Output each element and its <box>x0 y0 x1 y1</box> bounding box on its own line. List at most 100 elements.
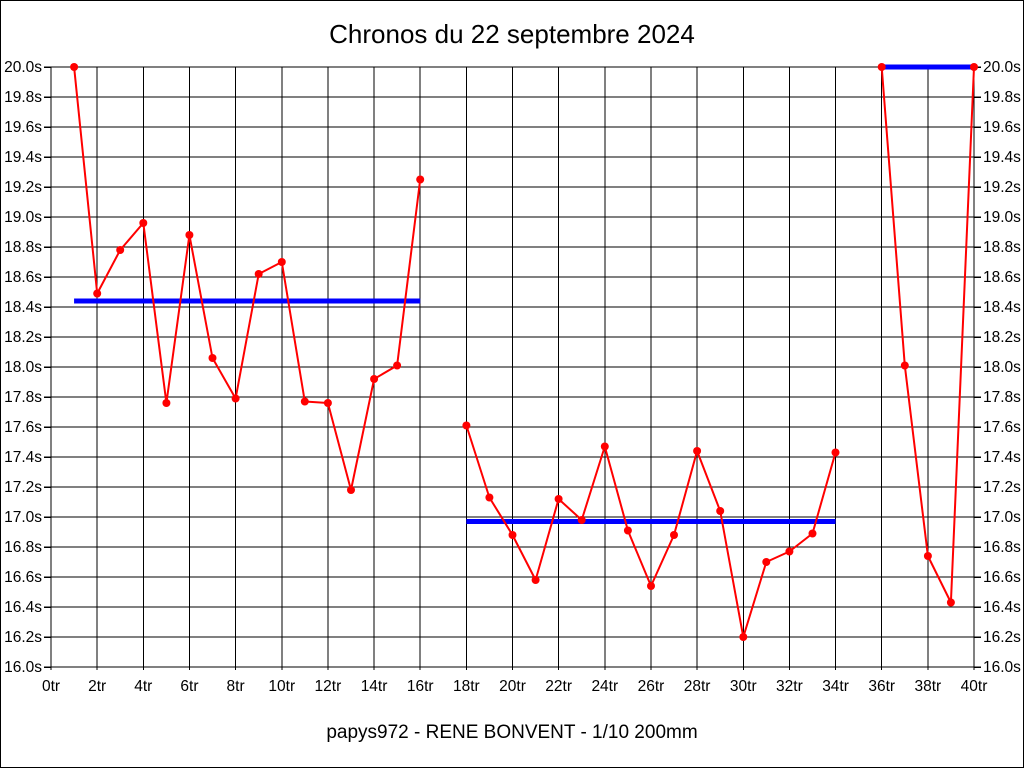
data-point-marker <box>970 63 978 71</box>
y-tick-label-left: 19.6s <box>4 119 42 136</box>
x-tick-label: 6tr <box>180 678 198 695</box>
y-tick-label-right: 17.8s <box>983 389 1021 406</box>
y-tick-label-right: 18.0s <box>983 359 1021 376</box>
y-tick-label-left: 17.6s <box>4 419 42 436</box>
data-point-marker <box>393 361 402 370</box>
x-tick-label: 16tr <box>407 678 434 695</box>
x-tick-label: 22tr <box>545 678 572 695</box>
y-tick-label-right: 19.6s <box>983 119 1021 136</box>
plot-border <box>50 66 975 668</box>
x-tick-label: 26tr <box>638 678 665 695</box>
x-tick-label: 32tr <box>776 678 803 695</box>
x-tick-label: 4tr <box>134 678 152 695</box>
data-point-marker <box>647 582 655 590</box>
x-tick-label: 36tr <box>868 678 895 695</box>
stint-1-lap-times <box>73 66 422 491</box>
data-point-marker <box>70 63 79 71</box>
y-tick-label-right: 18.2s <box>983 329 1021 346</box>
data-point-marker <box>300 397 309 406</box>
x-tick-label: 38tr <box>914 678 941 695</box>
y-tick-label-left: 17.2s <box>4 479 42 496</box>
x-tick-label: 24tr <box>591 678 618 695</box>
y-tick-label-right: 18.8s <box>983 239 1021 256</box>
data-point-marker <box>693 447 702 455</box>
y-tick-label-right: 17.4s <box>983 449 1021 466</box>
page-title: Chronos du 22 septembre 2024 <box>329 19 695 49</box>
x-tick-label: 2tr <box>88 678 106 695</box>
data-point-marker <box>139 219 148 227</box>
x-tick-label: 14tr <box>361 678 388 695</box>
data-point-marker <box>900 361 909 370</box>
data-point-marker <box>531 576 540 584</box>
y-tick-label-left: 16.4s <box>4 599 42 616</box>
y-tick-label-right: 16.8s <box>983 539 1021 556</box>
data-point-marker <box>231 394 240 403</box>
y-tick-label-left: 19.2s <box>4 179 42 196</box>
x-tick-label: 8tr <box>227 678 245 695</box>
y-tick-label-left: 16.6s <box>4 569 42 586</box>
y-tick-label-left: 18.2s <box>4 329 42 346</box>
data-point-marker <box>623 526 632 535</box>
y-tick-label-left: 18.0s <box>4 359 42 376</box>
data-point-marker <box>185 231 194 239</box>
y-tick-label-left: 18.4s <box>4 299 42 316</box>
y-tick-label-left: 16.2s <box>4 629 42 646</box>
y-tick-label-left: 18.6s <box>4 269 42 286</box>
data-point-marker <box>116 246 125 254</box>
x-tick-label: 10tr <box>268 678 295 695</box>
y-tick-label-right: 16.4s <box>983 599 1021 616</box>
y-tick-label-right: 16.0s <box>983 659 1021 676</box>
data-point-marker <box>785 547 794 556</box>
data-point-marker <box>716 507 725 515</box>
data-point-marker <box>208 354 217 362</box>
y-tick-label-left: 19.8s <box>4 89 42 106</box>
y-tick-label-right: 18.6s <box>983 269 1021 286</box>
x-tick-label: 18tr <box>453 678 480 695</box>
data-point-marker <box>416 175 425 184</box>
data-point-marker <box>508 531 517 539</box>
y-tick-label-left: 17.8s <box>4 389 42 406</box>
data-point-marker <box>831 448 840 457</box>
x-tick-label: 30tr <box>730 678 757 695</box>
y-tick-label-left: 19.0s <box>4 209 42 226</box>
chart-caption: papys972 - RENE BONVENT - 1/10 200mm <box>326 722 698 743</box>
data-point-marker <box>370 375 379 383</box>
y-tick-label-left: 20.0s <box>4 59 42 76</box>
data-point-marker <box>946 598 955 607</box>
data-point-marker <box>670 531 678 539</box>
y-tick-label-right: 20.0s <box>983 59 1021 76</box>
data-point-marker <box>485 493 494 502</box>
data-point-marker <box>577 516 586 524</box>
x-tick-label: 12tr <box>315 678 342 695</box>
y-tick-label-right: 17.0s <box>983 509 1021 526</box>
y-tick-label-right: 19.4s <box>983 149 1021 166</box>
y-tick-label-right: 19.8s <box>983 89 1021 106</box>
y-tick-label-left: 16.0s <box>4 659 42 676</box>
x-tick-label: 34tr <box>822 678 849 695</box>
y-tick-label-left: 17.4s <box>4 449 42 466</box>
y-tick-label-right: 16.6s <box>983 569 1021 586</box>
data-point-marker <box>554 495 563 503</box>
data-point-marker <box>877 63 886 71</box>
data-point-marker <box>739 633 748 641</box>
y-tick-label-left: 16.8s <box>4 539 42 556</box>
y-tick-label-left: 19.4s <box>4 149 42 166</box>
y-tick-label-right: 19.0s <box>983 209 1021 226</box>
data-point-marker <box>162 399 171 407</box>
data-point-marker <box>347 486 355 494</box>
data-point-marker <box>277 258 286 266</box>
y-tick-label-right: 16.2s <box>983 629 1021 646</box>
data-point-marker <box>93 289 102 298</box>
y-tick-label-right: 19.2s <box>983 179 1021 196</box>
data-point-marker <box>923 552 932 560</box>
x-tick-label: 20tr <box>499 678 526 695</box>
data-point-marker <box>254 270 263 278</box>
data-point-marker <box>323 399 332 407</box>
y-tick-label-left: 17.0s <box>4 509 42 526</box>
x-tick-label: 40tr <box>961 678 988 695</box>
y-tick-label-right: 17.6s <box>983 419 1021 436</box>
x-tick-label: 28tr <box>684 678 711 695</box>
data-point-marker <box>600 442 609 451</box>
